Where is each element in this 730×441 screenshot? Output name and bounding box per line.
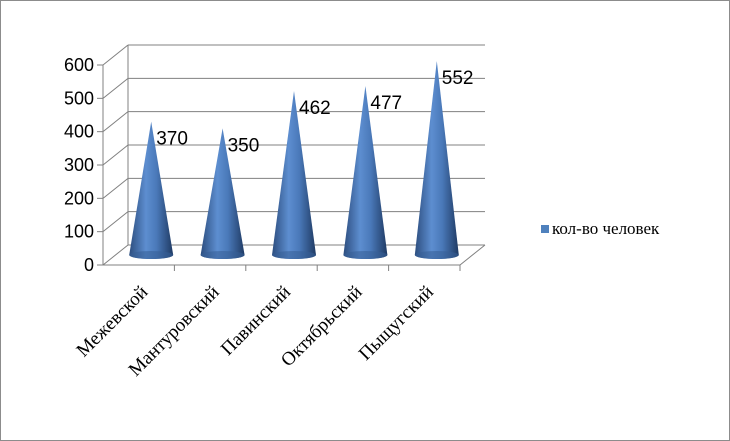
y-tick-label: 400 (64, 122, 94, 142)
legend-swatch (541, 225, 549, 233)
y-tick-label: 600 (64, 55, 94, 75)
side-gridline (103, 245, 128, 265)
y-tick-label: 200 (64, 188, 94, 208)
cone-base (129, 251, 173, 259)
y-tick-label: 300 (64, 155, 94, 175)
side-gridline (103, 212, 128, 232)
data-label: 350 (228, 135, 260, 156)
side-gridline (103, 178, 128, 198)
data-label: 477 (370, 93, 402, 114)
y-tick-label: 100 (64, 222, 94, 242)
cone-base (272, 251, 316, 259)
side-gridline (103, 112, 128, 132)
x-tick-label: Пыщугский (355, 282, 438, 365)
side-gridline (103, 78, 128, 98)
cone-base (343, 251, 387, 259)
data-label: 552 (442, 68, 474, 89)
floor-right-edge (460, 245, 485, 265)
y-tick-label: 0 (84, 255, 94, 275)
data-label: 370 (156, 129, 188, 150)
side-gridline (103, 45, 128, 65)
side-gridline (103, 145, 128, 165)
data-label: 462 (299, 98, 331, 119)
cone-base (201, 251, 245, 259)
x-tick-label: Павинский (217, 282, 295, 360)
cone-bar (415, 61, 459, 259)
cone-base (415, 251, 459, 259)
legend-label: кол-во человек (552, 219, 660, 238)
y-tick-label: 500 (64, 88, 94, 108)
